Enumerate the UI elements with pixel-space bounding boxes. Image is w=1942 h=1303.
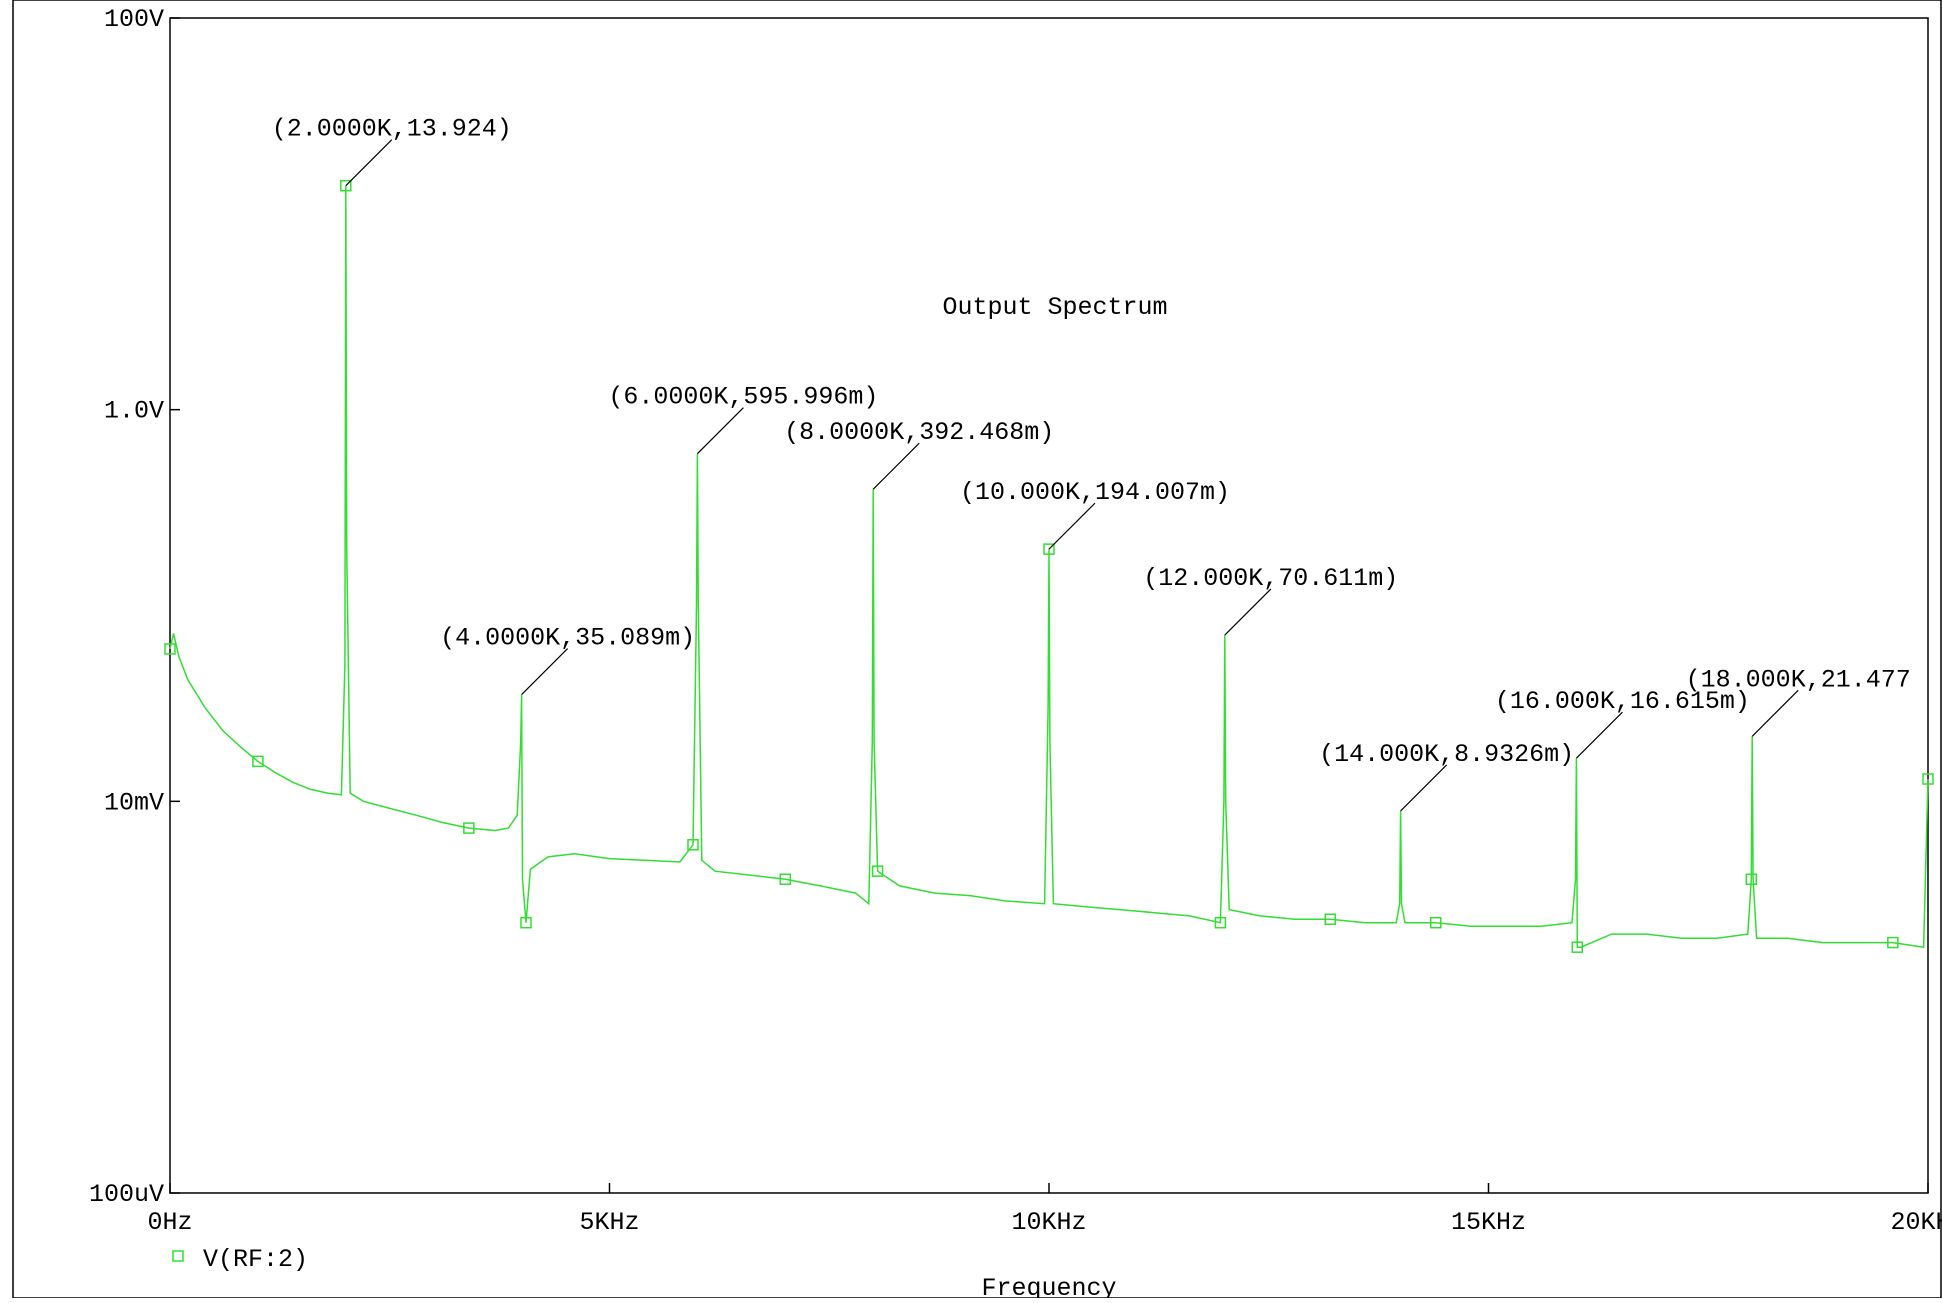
annotation-leader bbox=[872, 442, 920, 490]
x-tick-label: 20KHz bbox=[1890, 1208, 1942, 1237]
legend-marker bbox=[172, 1250, 184, 1262]
annotation-label: (2.0000K,13.924) bbox=[272, 115, 512, 144]
annotation-label: (10.000K,194.007m) bbox=[960, 478, 1230, 507]
data-point-marker bbox=[1043, 543, 1055, 555]
data-point-marker bbox=[164, 643, 176, 655]
legend: V(RF:2) bbox=[172, 1245, 308, 1274]
annotation-leader bbox=[1575, 711, 1623, 759]
chart-title: Output Spectrum bbox=[942, 293, 1167, 322]
legend-label: V(RF:2) bbox=[203, 1245, 308, 1274]
annotation-label: (6.0000K,595.996m) bbox=[608, 383, 878, 412]
annotation-label: (8.0000K,392.468m) bbox=[784, 418, 1054, 447]
annotation-leader bbox=[696, 407, 744, 455]
series-trace bbox=[169, 185, 1929, 949]
annotation-label: (4.0000K,35.089m) bbox=[440, 624, 695, 653]
data-point-marker bbox=[779, 873, 792, 886]
y-tick-label: 10mV bbox=[104, 788, 164, 817]
data-point-marker bbox=[1430, 916, 1442, 929]
x-tick-label: 0Hz bbox=[147, 1208, 192, 1237]
annotation-label: (12.000K,70.611m) bbox=[1143, 564, 1398, 593]
annotation-label: (16.000K,16.615m) bbox=[1495, 687, 1750, 716]
data-point-marker bbox=[871, 865, 884, 877]
data-point-marker bbox=[1214, 916, 1227, 929]
data-point-marker bbox=[463, 822, 475, 834]
annotation-label: (18.000K,21.477 bbox=[1686, 665, 1911, 694]
annotation-leader bbox=[1224, 588, 1272, 636]
peak-annotations: (2.0000K,13.924) (4.0000K,35.089m) (6.0000… bbox=[272, 115, 1911, 812]
data-point-marker bbox=[1571, 941, 1584, 953]
series-line bbox=[169, 185, 1929, 949]
annotation-leader bbox=[1400, 764, 1448, 812]
data-point-marker bbox=[687, 839, 699, 851]
annotation-leader bbox=[345, 139, 393, 187]
data-point-marker bbox=[1324, 913, 1337, 925]
annotation-leader bbox=[1751, 689, 1799, 737]
annotation-leader bbox=[521, 648, 569, 695]
x-tick-label: 10KHz bbox=[1011, 1208, 1086, 1237]
data-point-marker bbox=[340, 179, 352, 192]
x-tick-label: 5KHz bbox=[579, 1208, 639, 1237]
annotation-leader bbox=[1048, 502, 1096, 550]
x-tick-label: 15KHz bbox=[1451, 1208, 1526, 1237]
annotation-label: (14.000K,8.9326m) bbox=[1319, 740, 1574, 769]
y-tick-label: 100uV bbox=[89, 1180, 164, 1209]
x-axis-label: Frequency bbox=[981, 1274, 1116, 1298]
data-point-marker bbox=[1922, 773, 1934, 785]
axis-ticks: 0Hz 5KHz 10KHz 15KHz 20KHz 100V 1.0V 10mV 100uV bbox=[89, 5, 1942, 1237]
y-tick-label: 1.0V bbox=[104, 397, 164, 426]
data-point-marker bbox=[1887, 936, 1899, 949]
series-markers bbox=[164, 179, 1934, 953]
y-tick-label: 100V bbox=[104, 5, 164, 34]
data-point-marker bbox=[1745, 873, 1758, 886]
data-point-marker bbox=[252, 755, 264, 768]
data-point-marker bbox=[520, 916, 532, 929]
